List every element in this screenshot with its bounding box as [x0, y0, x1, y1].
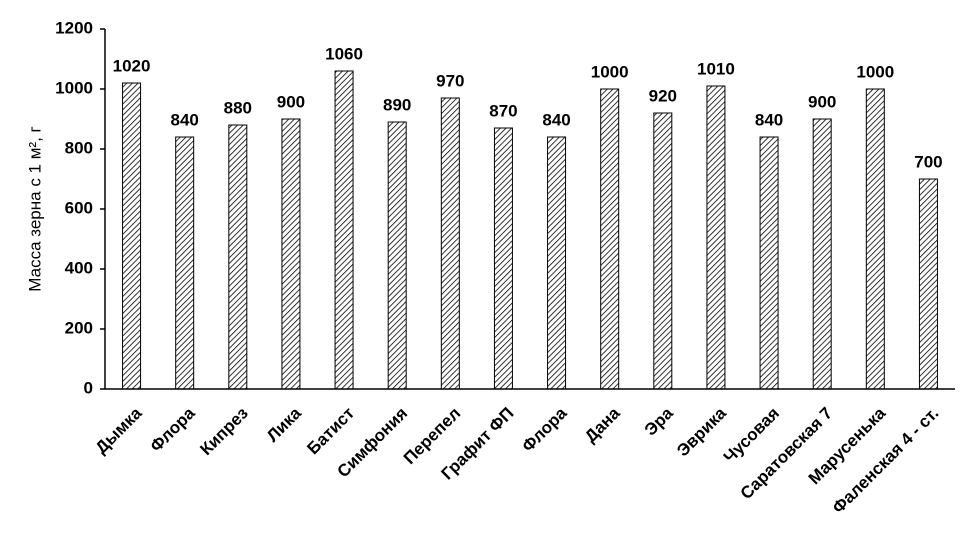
bar [122, 82, 142, 390]
x-tick-label: Кипрез [196, 404, 251, 459]
x-tick-label: Дана [581, 403, 624, 446]
bar [600, 88, 620, 390]
data-label: 880 [224, 98, 252, 117]
y-tick-label: 1200 [55, 18, 93, 37]
y-axis-title: Масса зерна с 1 м², г [25, 126, 44, 291]
bar [281, 118, 301, 390]
bar [759, 136, 779, 390]
y-tick-label: 800 [65, 138, 93, 157]
bar [812, 118, 832, 390]
data-label: 900 [808, 92, 836, 111]
x-tick-label: Флора [518, 403, 571, 456]
data-label: 870 [489, 101, 517, 120]
bar [653, 112, 673, 390]
x-tick-label: Эра [641, 403, 677, 439]
data-label: 700 [914, 152, 942, 171]
x-tick-label: Флора [146, 403, 199, 456]
y-tick-label: 600 [65, 198, 93, 217]
bar [228, 124, 248, 390]
bar [918, 178, 938, 390]
bar [334, 70, 354, 390]
data-label: 900 [277, 92, 305, 111]
data-label: 890 [383, 95, 411, 114]
data-label: 1060 [325, 44, 363, 63]
bar [493, 127, 513, 390]
data-label: 1020 [113, 56, 151, 75]
data-label: 1010 [697, 59, 735, 78]
bar [547, 136, 567, 390]
bar [440, 97, 460, 390]
y-tick-label: 1000 [55, 78, 93, 97]
bar [865, 88, 885, 390]
data-label: 920 [649, 86, 677, 105]
bar [175, 136, 195, 390]
data-label: 970 [436, 71, 464, 90]
data-label: 1000 [856, 62, 894, 81]
data-label: 840 [542, 110, 570, 129]
x-tick-label: Саратовская 7 [737, 404, 837, 504]
x-tick-label: Дымка [92, 403, 146, 457]
y-tick-label: 0 [84, 378, 93, 397]
y-tick-label: 400 [65, 258, 93, 277]
data-label: 840 [755, 110, 783, 129]
data-label: 1000 [591, 62, 629, 81]
x-tick-label: Лика [263, 403, 305, 445]
bar [706, 85, 726, 390]
y-tick-label: 200 [65, 318, 93, 337]
data-label: 840 [171, 110, 199, 129]
bar [387, 121, 407, 390]
x-tick-label: Батист [303, 404, 358, 459]
